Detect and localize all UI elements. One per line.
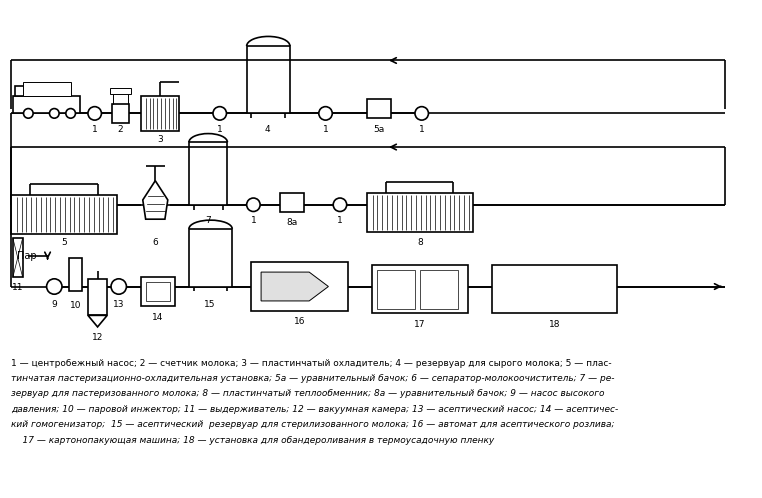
FancyBboxPatch shape: [251, 262, 347, 311]
Text: 6: 6: [152, 239, 158, 248]
Circle shape: [66, 109, 75, 118]
Circle shape: [46, 279, 62, 294]
Text: 1: 1: [337, 216, 343, 225]
Polygon shape: [142, 181, 168, 219]
Text: 5: 5: [61, 239, 67, 248]
Text: 17 — картонопакующая машина; 18 — установка для обандероливания в термоусадочную: 17 — картонопакующая машина; 18 — устано…: [11, 436, 495, 445]
FancyBboxPatch shape: [367, 193, 472, 232]
Text: 11: 11: [12, 283, 24, 292]
Text: 15: 15: [204, 300, 216, 309]
Text: Пар: Пар: [17, 250, 37, 261]
Text: 1: 1: [419, 125, 424, 134]
FancyBboxPatch shape: [247, 46, 290, 114]
FancyBboxPatch shape: [23, 82, 71, 96]
Text: 1: 1: [217, 125, 223, 134]
Text: 9: 9: [51, 300, 57, 309]
Circle shape: [50, 109, 59, 118]
Text: тинчатая пастеризационно-охладительная установка; 5а — уравнительный бачок; 6 — : тинчатая пастеризационно-охладительная у…: [11, 374, 614, 383]
Text: кий гомогенизатор;  15 — асептический  резервуар для стерилизованного молока; 16: кий гомогенизатор; 15 — асептический рез…: [11, 420, 614, 429]
Text: давления; 10 — паровой инжектор; 11 — выдерживатель; 12 — вакуумная камера; 13 —: давления; 10 — паровой инжектор; 11 — вы…: [11, 405, 618, 414]
Circle shape: [319, 107, 332, 120]
FancyBboxPatch shape: [112, 104, 130, 123]
FancyBboxPatch shape: [492, 265, 617, 313]
FancyBboxPatch shape: [110, 88, 131, 94]
FancyBboxPatch shape: [376, 270, 415, 309]
Circle shape: [415, 107, 428, 120]
Text: 16: 16: [294, 317, 306, 326]
FancyBboxPatch shape: [189, 142, 227, 205]
Text: 8: 8: [417, 239, 423, 248]
Circle shape: [213, 107, 226, 120]
Text: 8a: 8a: [287, 218, 297, 227]
Text: 14: 14: [152, 313, 163, 322]
Text: 1: 1: [322, 125, 328, 134]
Polygon shape: [261, 272, 328, 301]
Text: 1: 1: [91, 125, 98, 134]
FancyBboxPatch shape: [69, 257, 82, 291]
FancyBboxPatch shape: [280, 193, 304, 213]
FancyBboxPatch shape: [13, 96, 80, 114]
Text: 3: 3: [157, 134, 163, 143]
FancyBboxPatch shape: [13, 239, 23, 277]
FancyBboxPatch shape: [367, 99, 391, 118]
Text: 4: 4: [265, 125, 271, 134]
Text: 5a: 5a: [373, 125, 384, 134]
Text: 2: 2: [118, 125, 123, 134]
Circle shape: [111, 279, 126, 294]
FancyBboxPatch shape: [88, 279, 107, 315]
Circle shape: [247, 198, 260, 212]
FancyBboxPatch shape: [14, 87, 43, 96]
FancyBboxPatch shape: [372, 265, 468, 313]
Text: 10: 10: [69, 301, 82, 310]
Circle shape: [88, 107, 101, 120]
Circle shape: [333, 198, 347, 212]
Text: 1: 1: [251, 216, 256, 225]
FancyBboxPatch shape: [146, 282, 170, 301]
Text: 12: 12: [92, 333, 104, 342]
FancyBboxPatch shape: [189, 229, 232, 286]
Circle shape: [24, 109, 33, 118]
Text: зервуар для пастеризованного молока; 8 — пластинчатый теплообменник; 8а — уравни: зервуар для пастеризованного молока; 8 —…: [11, 389, 604, 398]
FancyBboxPatch shape: [11, 195, 117, 234]
FancyBboxPatch shape: [420, 270, 458, 309]
Polygon shape: [88, 315, 107, 327]
Text: 18: 18: [549, 320, 560, 329]
FancyBboxPatch shape: [141, 96, 179, 130]
FancyBboxPatch shape: [141, 277, 174, 306]
Text: 1 — центробежный насос; 2 — счетчик молока; 3 — пластинчатый охладитель; 4 — рез: 1 — центробежный насос; 2 — счетчик моло…: [11, 359, 612, 368]
Text: 17: 17: [414, 320, 425, 329]
Text: 7: 7: [205, 216, 211, 225]
Text: 13: 13: [113, 300, 124, 309]
